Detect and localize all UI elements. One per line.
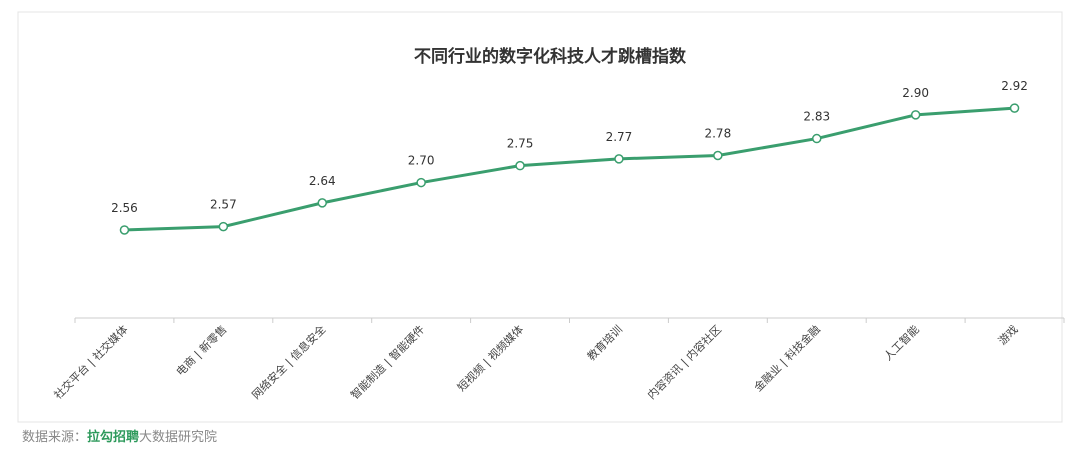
point	[614, 154, 624, 164]
data-label: 2.57	[210, 198, 237, 212]
source-prefix: 数据来源：	[22, 430, 88, 445]
point	[119, 225, 130, 235]
x-tick-label: 网络安全 | 信息安全	[249, 322, 329, 402]
x-tick-label: 短视频 | 视频媒体	[454, 322, 526, 394]
x-tick-label: 游戏	[996, 323, 1021, 348]
x-tick-label: 内容资讯 | 内容社区	[644, 322, 724, 402]
point	[317, 198, 327, 208]
point	[812, 133, 822, 144]
point	[218, 221, 229, 232]
x-tick-label: 人工智能	[881, 322, 922, 363]
line	[124, 106, 1015, 232]
data-label: 2.70	[408, 154, 435, 168]
x-tick-label: 金融业 | 科技金融	[751, 322, 823, 394]
data-label: 2.75	[507, 137, 534, 151]
data-label: 2.83	[803, 110, 830, 124]
data-label: 2.56	[111, 201, 138, 215]
data-label: 2.78	[704, 126, 731, 140]
source-note: 数据来源：拉勾招聘大数据研究院	[22, 426, 217, 445]
chart-title: 不同行业的数字化科技人才跳槽指数	[414, 46, 687, 67]
x-tick-label: 智能制造 | 智能硬件	[348, 322, 428, 402]
point	[515, 160, 525, 171]
point	[1009, 103, 1020, 113]
point	[416, 177, 426, 188]
data-label: 2.92	[1001, 79, 1028, 93]
point	[910, 110, 921, 120]
x-tick-label: 社交平台 | 社交媒体	[51, 322, 131, 402]
source-brand: 拉勾招聘	[87, 430, 140, 445]
x-tick-label: 教育培训	[584, 322, 625, 363]
source-suffix: 大数据研究院	[139, 430, 218, 445]
chart-frame	[17, 11, 1063, 423]
data-label: 2.64	[309, 174, 336, 188]
chart: 不同行业的数字化科技人才跳槽指数 社交平台 | 社交媒体 电商 | 新零售 网络安全…	[17, 11, 1065, 423]
point	[713, 150, 723, 161]
data-label: 2.77	[606, 130, 633, 144]
data-label: 2.90	[902, 86, 929, 100]
x-tick-label: 电商 | 新零售	[173, 322, 229, 378]
